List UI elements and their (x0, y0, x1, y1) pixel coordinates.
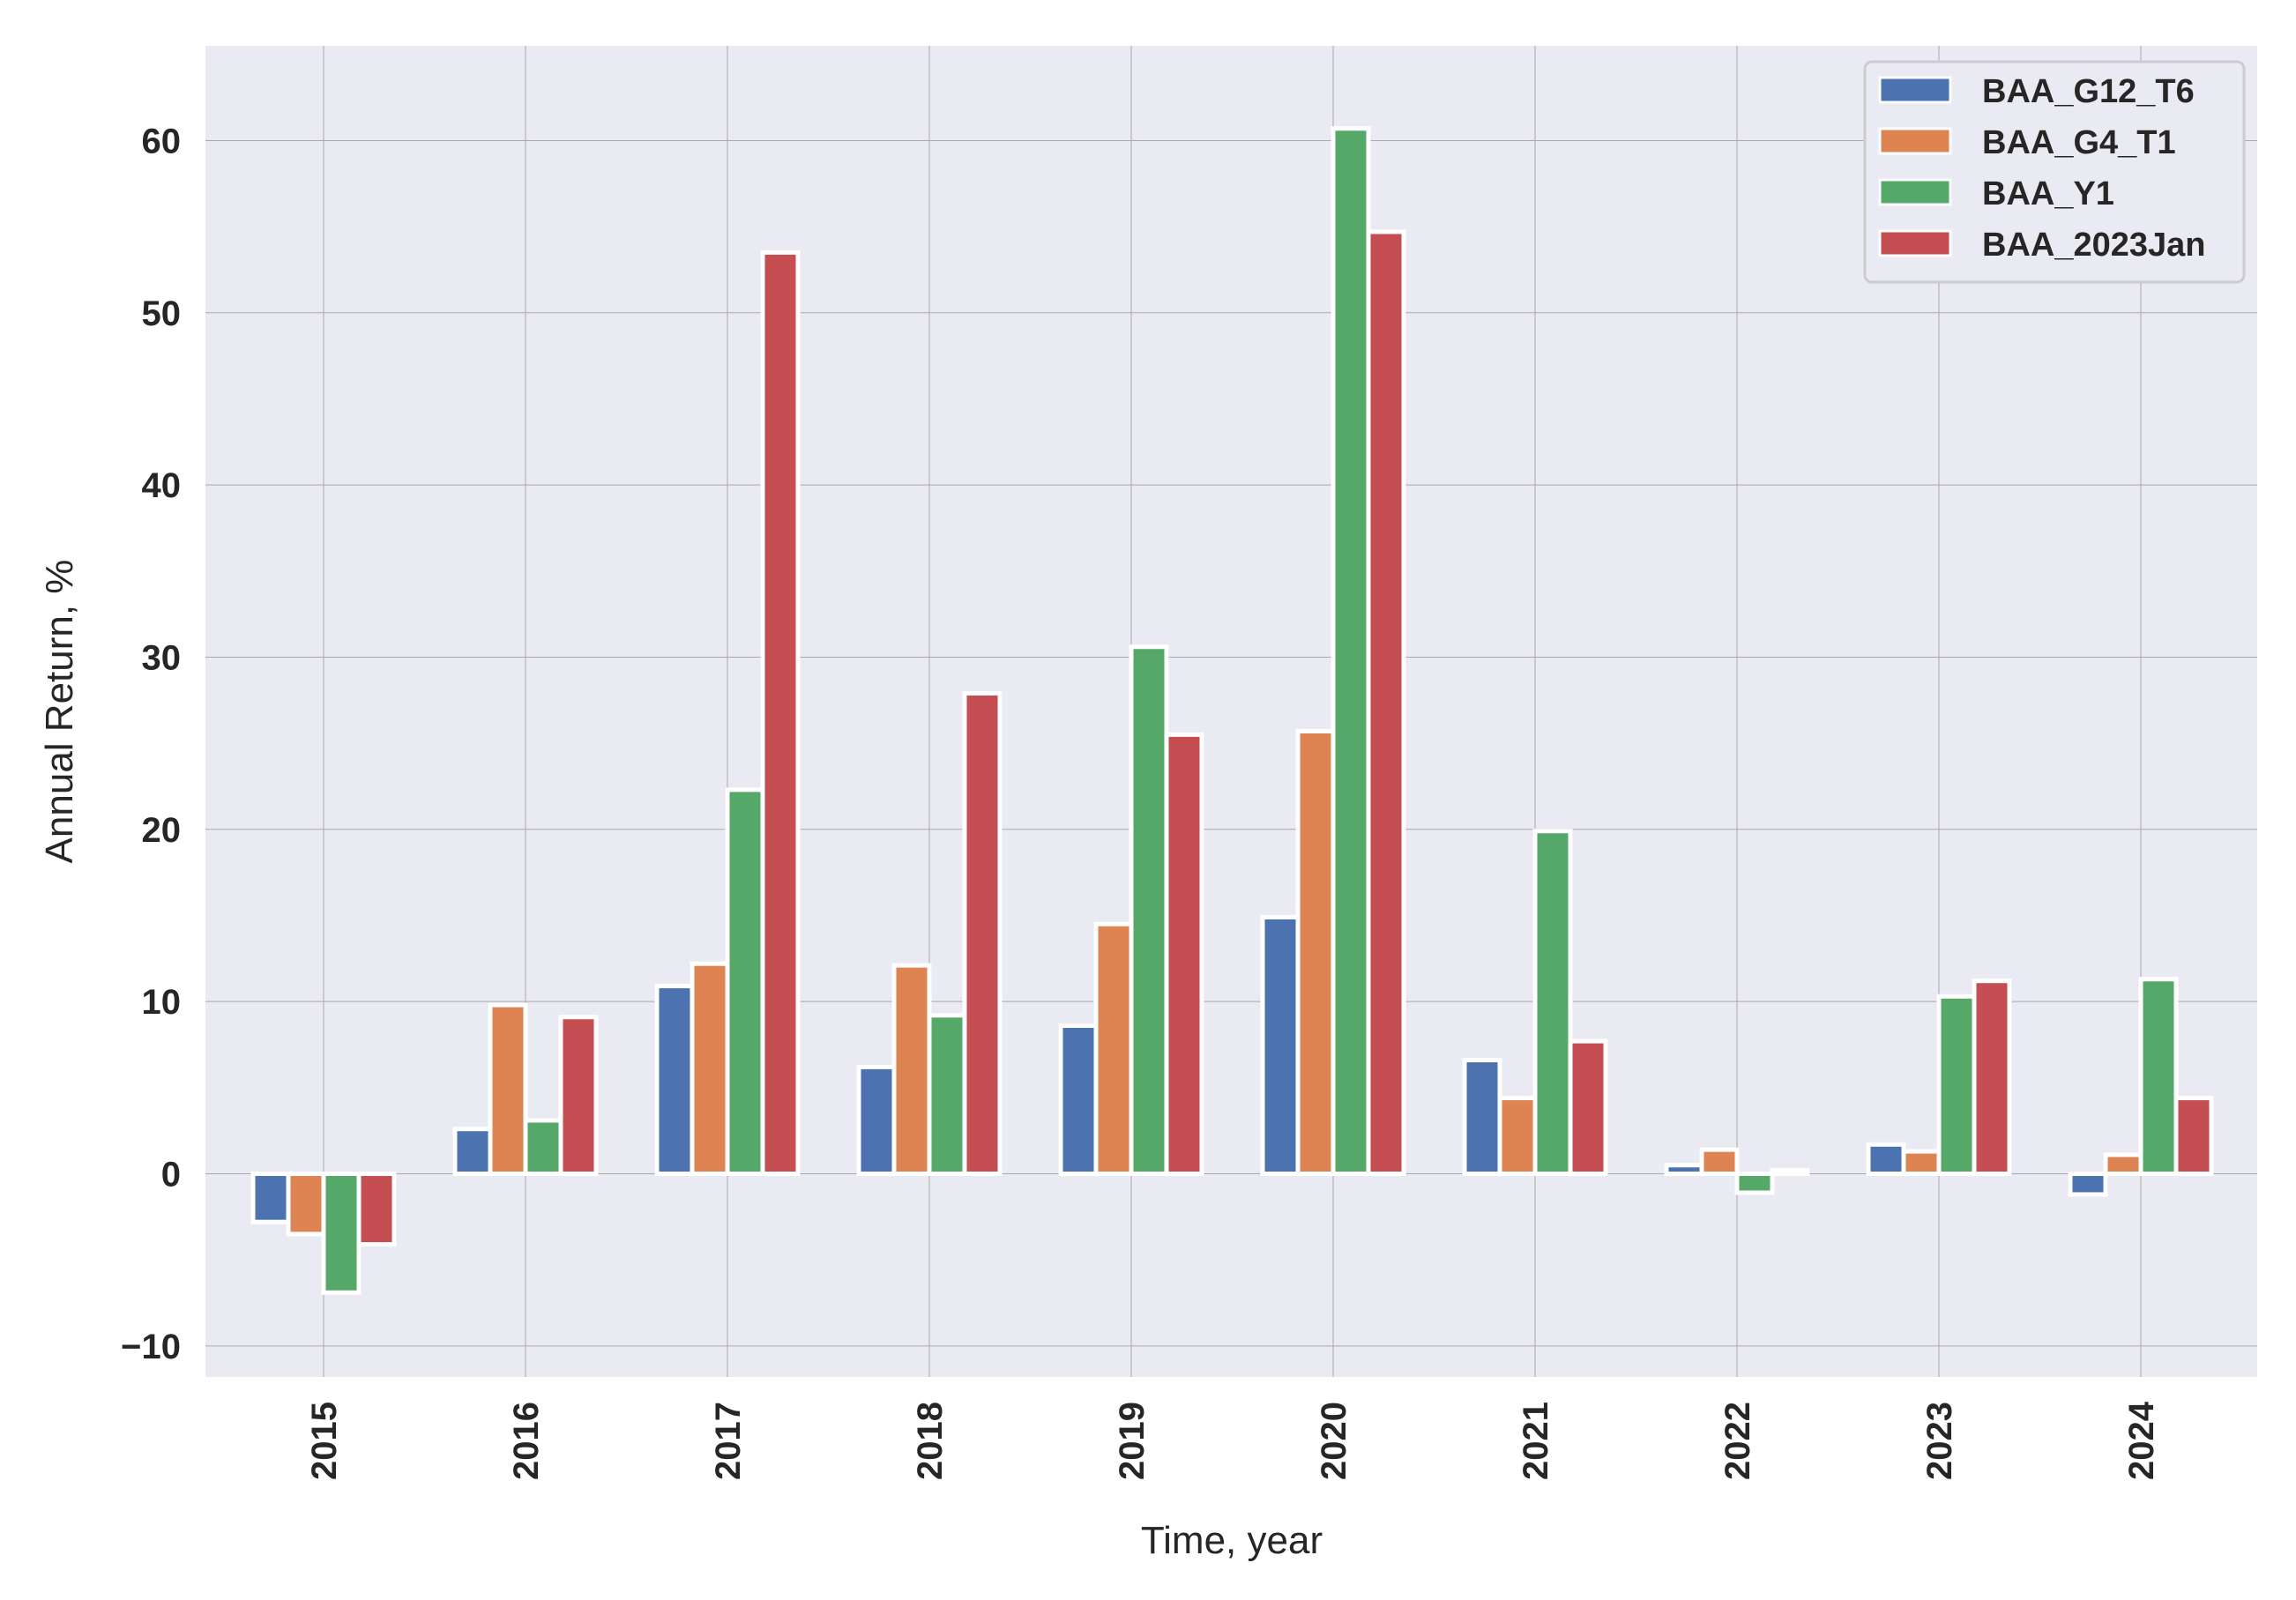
legend-label: BAA_G12_T6 (1982, 73, 2195, 110)
bar-baa-2023jan-2024 (2173, 1096, 2214, 1176)
bar-baa-y1-2023 (1936, 993, 1977, 1176)
bar-baa-y1-2021 (1532, 829, 1573, 1176)
bars (250, 126, 2214, 1295)
bar-baa-2023jan-2023 (1972, 979, 2012, 1176)
bar-baa-g4-t1-2017 (690, 961, 730, 1176)
bar-baa-g12-t6-2019 (1058, 1023, 1099, 1176)
legend-label: BAA_2023Jan (1982, 227, 2205, 264)
bar-baa-g12-t6-2017 (654, 984, 695, 1176)
x-tick-label: 2016 (507, 1402, 546, 1480)
bar-baa-g12-t6-2018 (856, 1064, 897, 1176)
x-tick-label: 2024 (2122, 1401, 2161, 1480)
legend: BAA_G12_T6 BAA_G4_T1 BAA_Y1 BAA_2023Jan (1863, 60, 2246, 284)
legend-swatch (1878, 178, 1952, 206)
legend-label: BAA_G4_T1 (1982, 124, 2176, 161)
y-tick-label: 30 (142, 638, 182, 677)
y-tick-label: −10 (121, 1328, 181, 1366)
bar-baa-g4-t1-2023 (1901, 1149, 1942, 1176)
y-tick-label: 50 (142, 294, 182, 333)
legend-box (1863, 60, 2246, 284)
legend-swatch (1878, 127, 1952, 155)
x-tick-label: 2022 (1718, 1402, 1757, 1480)
bar-baa-2023jan-2016 (558, 1015, 599, 1176)
legend-swatch (1878, 76, 1952, 104)
bar-baa-2023jan-2015 (356, 1171, 397, 1247)
x-tick-label: 2021 (1517, 1402, 1555, 1480)
bar-baa-g4-t1-2015 (286, 1171, 326, 1237)
y-tick-labels: −10 0 10 20 30 40 50 60 (121, 122, 181, 1366)
x-tick-label: 2018 (911, 1402, 950, 1480)
bar-baa-2023jan-2019 (1164, 732, 1204, 1176)
bar-baa-y1-2019 (1129, 644, 1169, 1176)
bar-baa-y1-2016 (523, 1118, 563, 1176)
legend-swatch (1878, 229, 1952, 257)
bar-baa-g12-t6-2024 (2068, 1171, 2108, 1197)
x-tick-label: 2019 (1113, 1402, 1152, 1480)
bar-baa-y1-2017 (725, 787, 765, 1176)
bar-baa-g12-t6-2015 (250, 1171, 291, 1224)
bar-baa-g4-t1-2016 (488, 1002, 528, 1176)
x-tick-labels: 2015 2016 2017 2018 2019 2020 2021 2022 2023 2024 (305, 1401, 2161, 1480)
y-tick-label: 0 (161, 1155, 181, 1194)
bar-baa-g12-t6-2022 (1664, 1163, 1704, 1176)
y-tick-label: 40 (142, 466, 182, 505)
bar-baa-2023jan-2018 (962, 690, 1003, 1176)
bar-baa-2023jan-2022 (1770, 1168, 1810, 1176)
bar-baa-2023jan-2017 (760, 249, 801, 1176)
bar-baa-y1-2024 (2138, 977, 2179, 1176)
bar-baa-y1-2018 (927, 1013, 967, 1176)
bar-baa-g4-t1-2018 (891, 963, 932, 1176)
bar-baa-y1-2022 (1734, 1171, 1775, 1195)
bar-baa-g4-t1-2019 (1093, 921, 1134, 1176)
y-tick-label: 20 (142, 811, 182, 850)
bar-baa-y1-2015 (321, 1171, 362, 1295)
y-tick-label: 10 (142, 983, 182, 1022)
bar-baa-g12-t6-2021 (1462, 1058, 1502, 1176)
y-axis-label: Annual Return, % (38, 560, 81, 864)
y-tick-label: 60 (142, 122, 182, 160)
x-tick-label: 2023 (1920, 1402, 1959, 1480)
bar-baa-g4-t1-2022 (1699, 1147, 1740, 1176)
bar-baa-g12-t6-2016 (452, 1127, 493, 1176)
bar-baa-y1-2020 (1331, 126, 1371, 1176)
x-tick-label: 2020 (1315, 1402, 1353, 1480)
x-axis-label: Time, year (1141, 1519, 1323, 1562)
bar-baa-g4-t1-2020 (1295, 728, 1336, 1176)
x-tick-label: 2017 (709, 1402, 748, 1480)
bar-baa-g12-t6-2020 (1260, 914, 1301, 1176)
x-tick-label: 2015 (305, 1402, 344, 1480)
legend-label: BAA_Y1 (1982, 175, 2114, 212)
bar-baa-g12-t6-2023 (1866, 1142, 1906, 1176)
bar-baa-2023jan-2020 (1366, 229, 1406, 1176)
bar-baa-2023jan-2021 (1568, 1038, 1608, 1176)
bar-baa-g4-t1-2021 (1497, 1096, 1538, 1176)
bar-baa-g4-t1-2024 (2103, 1152, 2143, 1176)
